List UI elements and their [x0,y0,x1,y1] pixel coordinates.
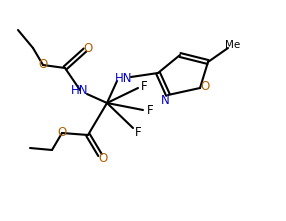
Text: F: F [147,105,153,118]
Text: O: O [57,126,67,139]
Text: F: F [135,126,141,139]
Text: HN: HN [71,84,89,97]
Text: O: O [98,152,108,164]
Text: HN: HN [115,72,133,84]
Text: Me: Me [225,40,241,50]
Text: F: F [141,80,147,93]
Text: O: O [200,80,210,93]
Text: O: O [84,42,93,55]
Text: N: N [161,93,169,107]
Text: O: O [38,59,48,72]
